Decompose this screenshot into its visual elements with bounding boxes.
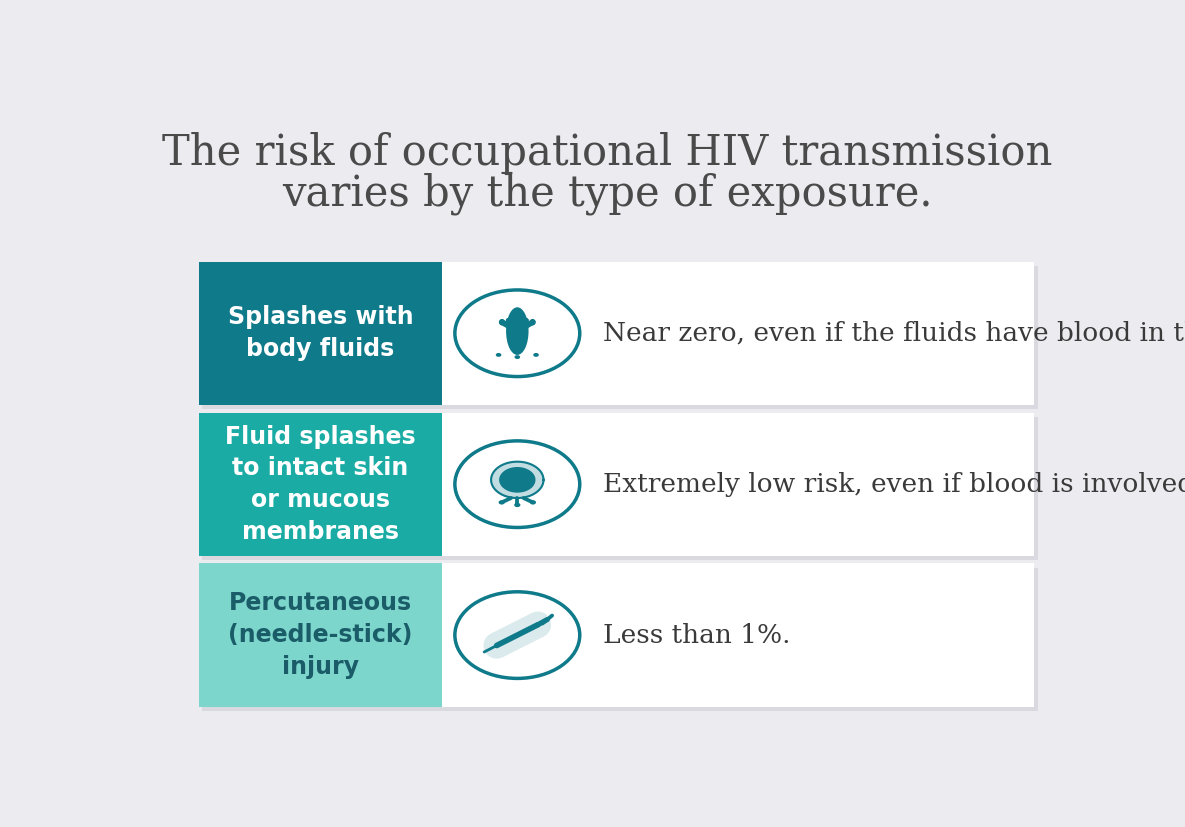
Ellipse shape [530, 500, 536, 504]
Text: Near zero, even if the fluids have blood in them.: Near zero, even if the fluids have blood… [603, 321, 1185, 346]
Circle shape [455, 592, 579, 678]
FancyBboxPatch shape [199, 261, 1035, 405]
Ellipse shape [533, 353, 539, 357]
Ellipse shape [514, 503, 520, 507]
Ellipse shape [506, 318, 511, 323]
FancyBboxPatch shape [199, 563, 1035, 707]
FancyBboxPatch shape [203, 417, 1038, 560]
Ellipse shape [495, 353, 501, 357]
FancyBboxPatch shape [199, 563, 442, 707]
Polygon shape [491, 461, 544, 498]
Text: The risk of occupational HIV transmission: The risk of occupational HIV transmissio… [162, 132, 1052, 174]
FancyBboxPatch shape [203, 568, 1038, 711]
FancyBboxPatch shape [199, 413, 442, 556]
Text: Splashes with
body fluids: Splashes with body fluids [228, 305, 414, 361]
Circle shape [455, 290, 579, 376]
Text: Less than 1%.: Less than 1%. [603, 623, 790, 648]
Ellipse shape [499, 500, 505, 504]
Ellipse shape [506, 308, 529, 355]
FancyBboxPatch shape [199, 413, 1035, 556]
Ellipse shape [514, 355, 520, 359]
Ellipse shape [530, 319, 536, 326]
Polygon shape [500, 468, 534, 492]
Text: Extremely low risk, even if blood is involved.: Extremely low risk, even if blood is inv… [603, 471, 1185, 497]
Text: Percutaneous
(needle-stick)
injury: Percutaneous (needle-stick) injury [229, 591, 412, 679]
Text: varies by the type of exposure.: varies by the type of exposure. [282, 172, 933, 215]
Circle shape [455, 441, 579, 528]
Ellipse shape [524, 318, 529, 323]
FancyBboxPatch shape [203, 266, 1038, 409]
Text: Fluid splashes
to intact skin
or mucous
membranes: Fluid splashes to intact skin or mucous … [225, 425, 416, 543]
FancyBboxPatch shape [199, 261, 442, 405]
Ellipse shape [499, 319, 505, 326]
